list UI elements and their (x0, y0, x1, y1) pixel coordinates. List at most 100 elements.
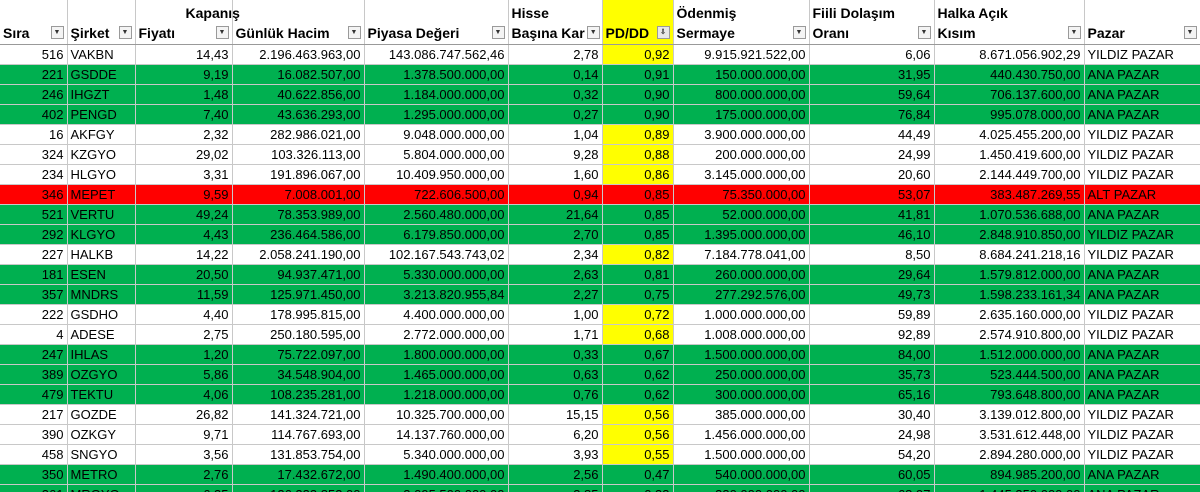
cell-pazar[interactable]: ANA PAZAR (1084, 284, 1200, 305)
cell-pazar[interactable]: ANA PAZAR (1084, 384, 1200, 405)
cell-piyasa[interactable]: 9.048.000.000,00 (364, 124, 509, 145)
filter-dropdown-icon[interactable]: ▼ (347, 26, 361, 40)
cell-kisim[interactable]: 793.648.800,00 (934, 384, 1085, 405)
cell-pddd[interactable]: 0,85 (602, 184, 674, 205)
cell-oran[interactable]: 59,89 (809, 304, 935, 325)
cell-sira[interactable]: 479 (0, 384, 68, 405)
cell-kisim[interactable]: 3.531.612.448,00 (934, 424, 1085, 445)
cell-hacim[interactable]: 7.008.001,00 (232, 184, 365, 205)
cell-fiyat[interactable]: 4,43 (135, 224, 233, 245)
cell-kar[interactable]: 0,32 (508, 84, 603, 105)
cell-kar[interactable]: 0,63 (508, 364, 603, 385)
cell-pazar[interactable]: ANA PAZAR (1084, 464, 1200, 485)
cell-hacim[interactable]: 94.937.471,00 (232, 264, 365, 285)
cell-kar[interactable]: 2,70 (508, 224, 603, 245)
filter-dropdown-icon[interactable]: ▼ (118, 26, 132, 40)
cell-pddd[interactable]: 0,90 (602, 104, 674, 125)
cell-pazar[interactable]: YILDIZ PAZAR (1084, 444, 1200, 465)
cell-kar[interactable]: 0,14 (508, 64, 603, 85)
cell-hacim[interactable]: 40.622.856,00 (232, 84, 365, 105)
cell-kisim[interactable]: 1.445.350.000,00 (934, 484, 1085, 492)
cell-pazar[interactable]: ANA PAZAR (1084, 364, 1200, 385)
cell-sira[interactable]: 357 (0, 284, 68, 305)
cell-oran[interactable]: 59,64 (809, 84, 935, 105)
cell-pazar[interactable]: ANA PAZAR (1084, 264, 1200, 285)
cell-pazar[interactable]: ANA PAZAR (1084, 204, 1200, 225)
cell-kar[interactable]: 0,27 (508, 104, 603, 125)
cell-pddd[interactable]: 0,91 (602, 64, 674, 85)
cell-pazar[interactable]: YILDIZ PAZAR (1084, 424, 1200, 445)
cell-kisim[interactable]: 4.025.455.200,00 (934, 124, 1085, 145)
cell-fiyat[interactable]: 14,22 (135, 244, 233, 265)
cell-kar[interactable]: 1,60 (508, 164, 603, 185)
cell-piyasa[interactable]: 102.167.543.743,02 (364, 244, 509, 265)
cell-oran[interactable]: 8,50 (809, 244, 935, 265)
cell-oran[interactable]: 6,06 (809, 44, 935, 65)
cell-pazar[interactable]: ANA PAZAR (1084, 484, 1200, 492)
cell-sira[interactable]: 324 (0, 144, 68, 165)
cell-pddd[interactable]: 0,85 (602, 204, 674, 225)
cell-kar[interactable]: 2,56 (508, 464, 603, 485)
cell-sermaye[interactable]: 260.000.000,00 (673, 264, 810, 285)
cell-kar[interactable]: 0,94 (508, 184, 603, 205)
cell-kar[interactable]: 1,00 (508, 304, 603, 325)
cell-pazar[interactable]: YILDIZ PAZAR (1084, 144, 1200, 165)
filter-dropdown-icon[interactable]: ▼ (1183, 26, 1197, 40)
cell-fiyat[interactable]: 3,56 (135, 444, 233, 465)
cell-fiyat[interactable]: 9,59 (135, 184, 233, 205)
cell-kar[interactable]: 0,33 (508, 344, 603, 365)
cell-sirket[interactable]: VAKBN (67, 44, 136, 65)
cell-fiyat[interactable]: 14,43 (135, 44, 233, 65)
cell-piyasa[interactable]: 1.184.000.000,00 (364, 84, 509, 105)
cell-fiyat[interactable]: 6,35 (135, 484, 233, 492)
cell-fiyat[interactable]: 2,76 (135, 464, 233, 485)
cell-oran[interactable]: 41,81 (809, 204, 935, 225)
cell-sira[interactable]: 221 (0, 64, 68, 85)
cell-pazar[interactable]: ANA PAZAR (1084, 344, 1200, 365)
cell-pddd[interactable]: 0,75 (602, 284, 674, 305)
cell-hacim[interactable]: 34.548.904,00 (232, 364, 365, 385)
cell-kisim[interactable]: 523.444.500,00 (934, 364, 1085, 385)
cell-pddd[interactable]: 0,88 (602, 144, 674, 165)
cell-oran[interactable]: 24,99 (809, 144, 935, 165)
cell-piyasa[interactable]: 1.490.400.000,00 (364, 464, 509, 485)
cell-sirket[interactable]: MNDRS (67, 284, 136, 305)
cell-sermaye[interactable]: 7.184.778.041,00 (673, 244, 810, 265)
cell-piyasa[interactable]: 1.218.000.000,00 (364, 384, 509, 405)
cell-kisim[interactable]: 995.078.000,00 (934, 104, 1085, 125)
cell-hacim[interactable]: 78.353.989,00 (232, 204, 365, 225)
cell-pazar[interactable]: YILDIZ PAZAR (1084, 304, 1200, 325)
cell-sirket[interactable]: SNGYO (67, 444, 136, 465)
cell-sermaye[interactable]: 277.292.576,00 (673, 284, 810, 305)
cell-sirket[interactable]: KLGYO (67, 224, 136, 245)
filter-dropdown-icon[interactable]: ▼ (1067, 26, 1081, 40)
cell-sermaye[interactable]: 1.456.000.000,00 (673, 424, 810, 445)
cell-pazar[interactable]: YILDIZ PAZAR (1084, 404, 1200, 425)
cell-kar[interactable]: 6,20 (508, 424, 603, 445)
cell-piyasa[interactable]: 14.137.760.000,00 (364, 424, 509, 445)
cell-hacim[interactable]: 236.464.586,00 (232, 224, 365, 245)
cell-kar[interactable]: 3,93 (508, 444, 603, 465)
cell-sermaye[interactable]: 800.000.000,00 (673, 84, 810, 105)
cell-sermaye[interactable]: 75.350.000,00 (673, 184, 810, 205)
cell-kar[interactable]: 1,71 (508, 324, 603, 345)
cell-pddd[interactable]: 0,47 (602, 464, 674, 485)
cell-fiyat[interactable]: 9,71 (135, 424, 233, 445)
filter-dropdown-icon[interactable]: ▼ (491, 26, 505, 40)
cell-pddd[interactable]: 0,56 (602, 424, 674, 445)
cell-pazar[interactable]: YILDIZ PAZAR (1084, 324, 1200, 345)
cell-kar[interactable]: 21,64 (508, 204, 603, 225)
filter-dropdown-icon[interactable]: ▼ (917, 26, 931, 40)
cell-piyasa[interactable]: 1.295.000.000,00 (364, 104, 509, 125)
cell-pazar[interactable]: ANA PAZAR (1084, 104, 1200, 125)
cell-kisim[interactable]: 8.684.241.218,16 (934, 244, 1085, 265)
cell-hacim[interactable]: 17.432.672,00 (232, 464, 365, 485)
cell-piyasa[interactable]: 2.772.000.000,00 (364, 324, 509, 345)
cell-kisim[interactable]: 383.487.269,55 (934, 184, 1085, 205)
cell-pddd[interactable]: 0,72 (602, 304, 674, 325)
cell-fiyat[interactable]: 1,48 (135, 84, 233, 105)
cell-sirket[interactable]: HLGYO (67, 164, 136, 185)
cell-oran[interactable]: 68,97 (809, 484, 935, 492)
cell-hacim[interactable]: 75.722.097,00 (232, 344, 365, 365)
